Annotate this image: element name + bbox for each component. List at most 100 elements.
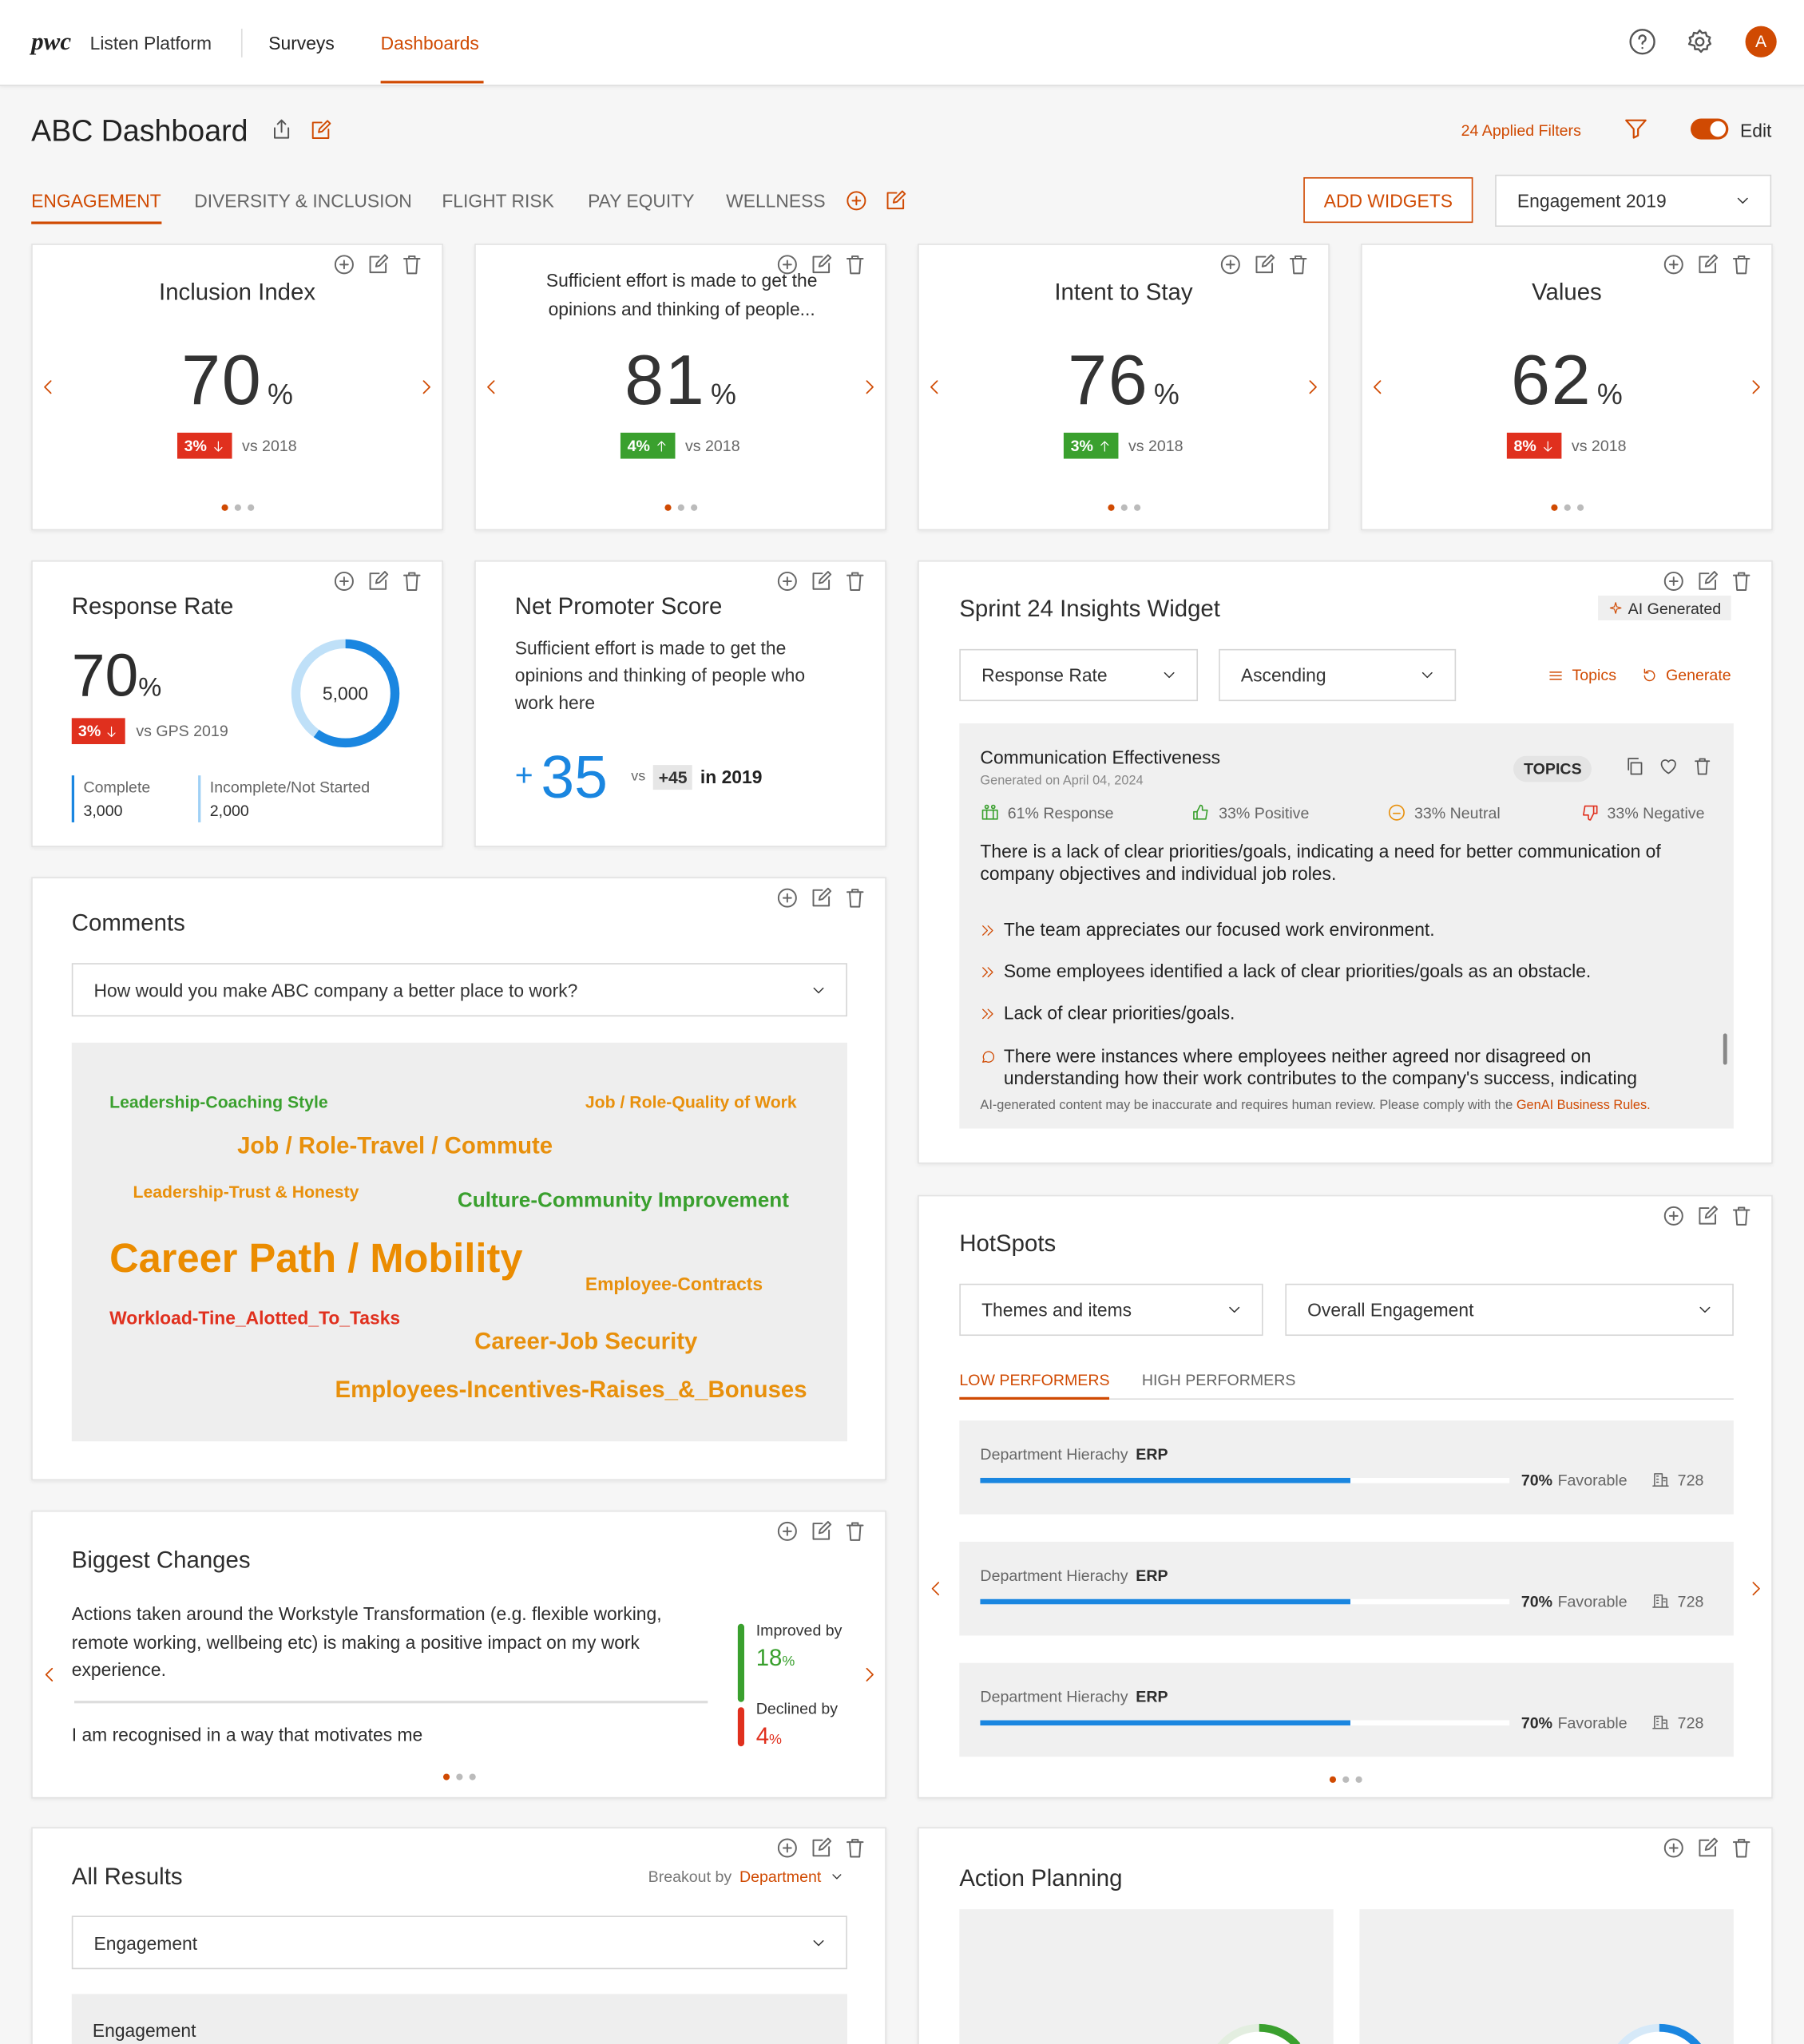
edit-button[interactable] [1696,569,1719,592]
word[interactable]: Career-Job Security [474,1328,698,1355]
edit-button[interactable] [810,569,833,592]
tab[interactable]: LOW PERFORMERS [959,1371,1110,1400]
tab[interactable]: PAY EQUITY [588,190,695,212]
edit-tabs-icon[interactable] [884,189,907,212]
measure-select[interactable]: Overall Engagement [1285,1283,1734,1337]
next-arrow[interactable] [1746,377,1766,398]
tab[interactable]: WELLNESS [726,190,826,212]
generate-button[interactable]: Generate [1641,666,1731,684]
edit-button[interactable] [367,569,390,592]
group-select[interactable]: Themes and items [959,1283,1263,1337]
arrow [1540,438,1555,453]
plus-button[interactable] [775,569,799,592]
next-arrow[interactable] [1746,1579,1766,1599]
avatar[interactable]: A [1745,26,1777,57]
plus-button[interactable] [775,1836,799,1860]
plus-button[interactable] [1662,1204,1685,1227]
breakout[interactable]: Breakout by Department [648,1868,845,1886]
plus-button[interactable] [1219,253,1242,276]
edit-button[interactable] [810,1836,833,1860]
plus-button[interactable] [775,886,799,909]
word[interactable]: Job / Role-Travel / Commute [237,1132,553,1159]
word[interactable]: Workload-Tine_Alotted_To_Tasks [109,1306,401,1328]
copy-icon[interactable] [1624,756,1645,777]
edit-button[interactable] [1696,1204,1719,1227]
word[interactable]: Job / Role-Quality of Work [585,1092,797,1112]
next-arrow[interactable] [859,1664,880,1685]
prev-arrow[interactable] [924,377,945,398]
plus-button[interactable] [775,1519,799,1543]
plus-button[interactable] [1662,253,1685,276]
word[interactable]: Leadership-Coaching Style [109,1092,328,1112]
trash-button[interactable] [1287,253,1310,276]
add-tab-icon[interactable] [845,189,868,212]
next-arrow[interactable] [859,377,880,398]
prev-arrow[interactable] [481,377,502,398]
edit-button[interactable] [367,253,390,276]
edit-button[interactable] [810,253,833,276]
edit-button[interactable] [1696,253,1719,276]
edit-button[interactable] [810,1519,833,1543]
prev-arrow[interactable] [38,377,58,398]
kpi-value: 62% [1362,340,1772,421]
tab[interactable]: HIGH PERFORMERS [1141,1371,1296,1389]
prev-arrow[interactable] [39,1664,60,1685]
help-icon[interactable] [1628,27,1657,56]
icon-shape [1663,571,1683,591]
disclaimer-link[interactable]: GenAI Business Rules. [1516,1098,1651,1113]
plus-button[interactable] [1662,569,1685,592]
icon-shape [403,572,421,591]
tab[interactable]: ENGAGEMENT [31,190,161,224]
settings-icon[interactable] [1685,27,1714,56]
word[interactable]: Employees-Incentives-Raises_&_Bonuses [335,1376,807,1403]
trash-button[interactable] [843,1836,866,1860]
question-select[interactable]: How would you make ABC company a better … [71,963,847,1017]
icon-shape [213,440,222,451]
delete-icon[interactable] [1692,756,1713,777]
applied-filters[interactable]: 24 Applied Filters [1461,121,1581,140]
results-select[interactable]: Engagement [71,1915,847,1970]
period-select[interactable]: Engagement 2019 [1495,174,1772,228]
trash-button[interactable] [843,886,866,909]
trash-button[interactable] [843,253,866,276]
plus-button[interactable] [775,253,799,276]
prev-arrow[interactable] [1367,377,1388,398]
trash-button[interactable] [1730,569,1753,592]
word[interactable]: Employee-Contracts [585,1273,763,1294]
trash-button[interactable] [1730,253,1753,276]
nav-link[interactable]: Dashboards [380,32,479,53]
word[interactable]: Culture-Community Improvement [457,1190,789,1213]
tab[interactable]: DIVERSITY & INCLUSION [194,190,412,212]
edit-toggle[interactable] [1691,118,1729,140]
icon-shape [1374,380,1382,394]
plus-button[interactable] [1662,1836,1685,1860]
trash-button[interactable] [843,1519,866,1543]
edit-icon[interactable] [309,119,332,142]
share-icon[interactable] [270,117,293,141]
like-icon[interactable] [1658,756,1679,777]
order-select[interactable]: Ascending [1219,648,1457,702]
edit-button[interactable] [1253,253,1276,276]
sort-select[interactable]: Response Rate [959,648,1199,702]
plus-button[interactable] [332,253,355,276]
topics-button[interactable]: Topics [1547,666,1616,684]
filter-icon[interactable] [1623,116,1649,142]
next-arrow[interactable] [416,377,437,398]
prev-arrow[interactable] [926,1579,946,1599]
edit-button[interactable] [1696,1836,1719,1860]
edit-button[interactable] [810,886,833,909]
trash-button[interactable] [400,569,423,592]
trash-button[interactable] [400,253,423,276]
nav-link[interactable]: Surveys [268,32,335,53]
trash-button[interactable] [843,569,866,592]
stat-text: 33% Positive [1219,803,1310,822]
plus-button[interactable] [332,569,355,592]
add-widgets-button[interactable]: ADD WIDGETS [1303,176,1473,224]
next-arrow[interactable] [1302,377,1323,398]
word[interactable]: Leadership-Trust & Honesty [133,1182,359,1202]
trash-button[interactable] [1730,1204,1753,1227]
dot [468,1773,475,1781]
word[interactable]: Career Path / Mobility [109,1235,523,1282]
tab[interactable]: FLIGHT RISK [442,190,554,212]
trash-button[interactable] [1730,1836,1753,1860]
